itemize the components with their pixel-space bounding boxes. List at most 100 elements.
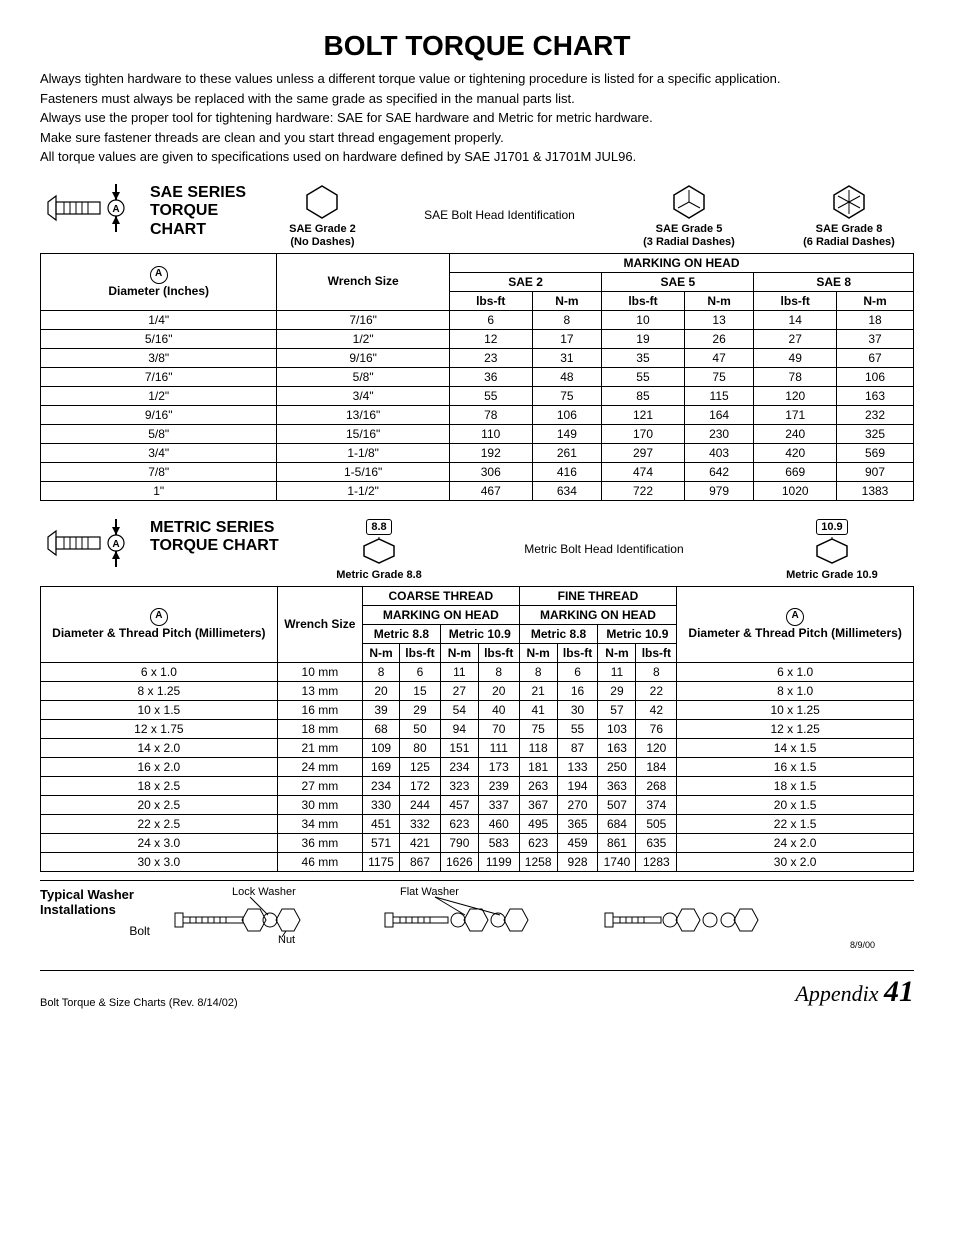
table-cell: 13/16" (277, 405, 450, 424)
table-cell: 192 (449, 443, 532, 462)
sae-bolt-head-label: SAE Bolt Head Identification (424, 209, 575, 223)
table-cell: 790 (440, 833, 478, 852)
table-cell: 24 x 2.0 (677, 833, 914, 852)
table-row: 1/2"3/4"557585115120163 (41, 386, 914, 405)
table-cell: 332 (400, 814, 441, 833)
unit-header: N-m (519, 643, 557, 662)
table-cell: 18 (837, 310, 914, 329)
table-cell: 12 (449, 329, 532, 348)
table-cell: 420 (754, 443, 837, 462)
washer-label-flat: Flat Washer (400, 887, 459, 898)
table-cell: 170 (602, 424, 685, 443)
table-row: 7/16"5/8"3648557578106 (41, 367, 914, 386)
metric-chart-title: METRIC SERIES TORQUE CHART (150, 519, 280, 556)
table-cell: 16 x 2.0 (41, 757, 278, 776)
washer-assembly-2-icon: Flat Washer (380, 887, 560, 950)
table-cell: 14 (754, 310, 837, 329)
table-cell: 30 mm (277, 795, 362, 814)
footer-revision: Bolt Torque & Size Charts (Rev. 8/14/02) (40, 997, 238, 1009)
table-cell: 20 (363, 681, 400, 700)
table-cell: 20 (478, 681, 519, 700)
table-cell: 78 (449, 405, 532, 424)
table-cell: 467 (449, 481, 532, 500)
table-cell: 75 (519, 719, 557, 738)
table-cell: 181 (519, 757, 557, 776)
table-cell: 365 (557, 814, 598, 833)
sae-grade8-sub: (6 Radial Dashes) (803, 236, 895, 249)
table-cell: 9/16" (41, 405, 277, 424)
table-cell: 48 (532, 367, 602, 386)
table-cell: 3/8" (41, 348, 277, 367)
table-cell: 163 (598, 738, 636, 757)
table-row: 16 x 2.024 mm16912523417318113325018416 … (41, 757, 914, 776)
table-cell: 67 (837, 348, 914, 367)
unit-header: lbs-ft (449, 291, 532, 310)
table-row: 6 x 1.010 mm86118861186 x 1.0 (41, 662, 914, 681)
table-cell: 15/16" (277, 424, 450, 443)
metric-grade88-label: Metric Grade 8.8 (336, 569, 422, 582)
table-cell: 15 (400, 681, 441, 700)
a-marker-icon: A (150, 266, 168, 284)
table-cell: 115 (684, 386, 754, 405)
sae-grade8-icon: SAE Grade 8 (6 Radial Dashes) (803, 184, 895, 249)
table-cell: 261 (532, 443, 602, 462)
table-row: 30 x 3.046 mm117586716261199125892817401… (41, 852, 914, 871)
table-cell: 669 (754, 462, 837, 481)
metric-col-diameter-right: A Diameter & Thread Pitch (Millimeters) (677, 586, 914, 662)
washer-date: 8/9/00 (850, 940, 875, 950)
table-cell: 31 (532, 348, 602, 367)
table-cell: 495 (519, 814, 557, 833)
table-row: 5/16"1/2"121719262737 (41, 329, 914, 348)
table-cell: 7/8" (41, 462, 277, 481)
table-cell: 17 (532, 329, 602, 348)
table-row: 3/8"9/16"233135474967 (41, 348, 914, 367)
table-cell: 459 (557, 833, 598, 852)
table-row: 20 x 2.530 mm33024445733736727050737420 … (41, 795, 914, 814)
table-cell: 642 (684, 462, 754, 481)
table-cell: 7/16" (277, 310, 450, 329)
table-cell: 80 (400, 738, 441, 757)
table-cell: 9/16" (277, 348, 450, 367)
table-cell: 151 (440, 738, 478, 757)
table-cell: 27 (754, 329, 837, 348)
table-cell: 635 (636, 833, 677, 852)
metric-col-wrench: Wrench Size (277, 586, 362, 662)
table-cell: 18 x 2.5 (41, 776, 278, 795)
table-cell: 634 (532, 481, 602, 500)
table-cell: 6 x 1.0 (41, 662, 278, 681)
table-cell: 421 (400, 833, 441, 852)
unit-header: lbs-ft (400, 643, 441, 662)
table-cell: 75 (684, 367, 754, 386)
table-cell: 22 x 1.5 (677, 814, 914, 833)
table-cell: 474 (602, 462, 685, 481)
sae-grade5-icon: SAE Grade 5 (3 Radial Dashes) (643, 184, 735, 249)
page-footer: Bolt Torque & Size Charts (Rev. 8/14/02)… (40, 970, 914, 1009)
table-cell: 8 (519, 662, 557, 681)
table-cell: 1-1/2" (277, 481, 450, 500)
table-cell: 1/2" (277, 329, 450, 348)
table-cell: 239 (478, 776, 519, 795)
table-cell: 164 (684, 405, 754, 424)
table-cell: 163 (837, 386, 914, 405)
table-cell: 55 (557, 719, 598, 738)
table-cell: 21 mm (277, 738, 362, 757)
table-cell: 6 (400, 662, 441, 681)
table-cell: 13 mm (277, 681, 362, 700)
table-cell: 30 (557, 700, 598, 719)
table-cell: 1/4" (41, 310, 277, 329)
table-cell: 125 (400, 757, 441, 776)
table-cell: 330 (363, 795, 400, 814)
unit-header: lbs-ft (478, 643, 519, 662)
table-cell: 928 (557, 852, 598, 871)
sae-chart-title: SAE SERIES TORQUE CHART (150, 184, 250, 239)
table-cell: 12 x 1.25 (677, 719, 914, 738)
table-cell: 323 (440, 776, 478, 795)
metric-grade-header: Metric 8.8 (363, 624, 441, 643)
svg-text:A: A (112, 204, 119, 215)
unit-header: lbs-ft (602, 291, 685, 310)
table-cell: 57 (598, 700, 636, 719)
intro-line: Always tighten hardware to these values … (40, 70, 914, 88)
table-cell: 583 (478, 833, 519, 852)
table-cell: 571 (363, 833, 400, 852)
table-cell: 363 (598, 776, 636, 795)
